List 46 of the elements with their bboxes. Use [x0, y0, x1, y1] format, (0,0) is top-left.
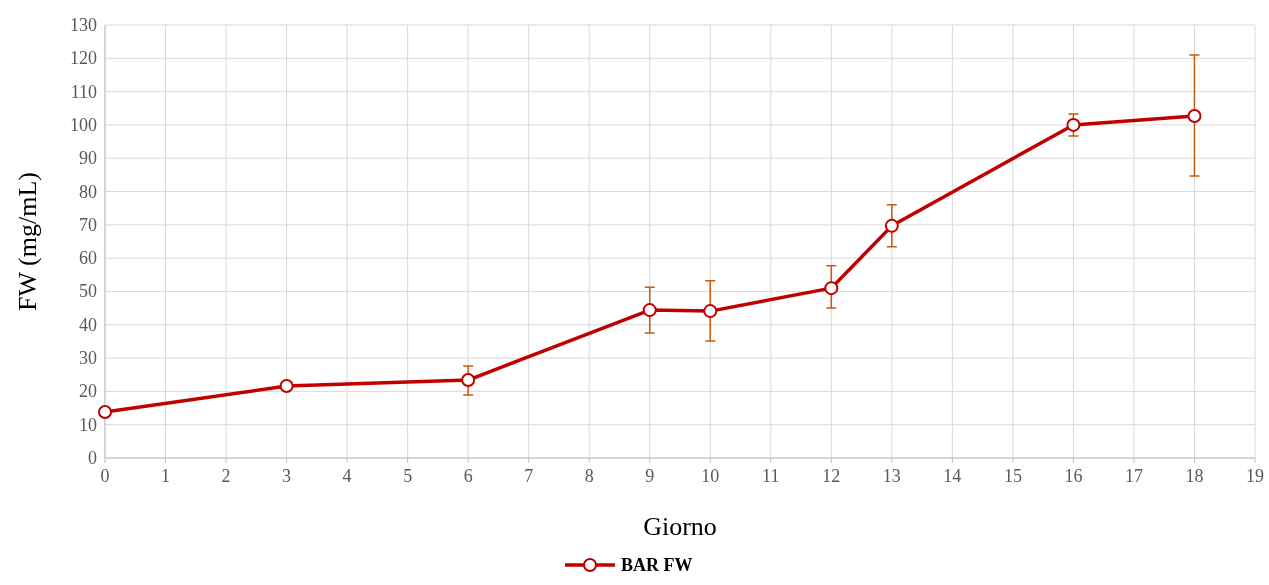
legend-label: BAR FW — [621, 555, 693, 575]
x-tick-label: 14 — [943, 466, 962, 486]
x-tick-label: 6 — [463, 466, 473, 486]
y-tick-label: 110 — [70, 81, 97, 102]
y-tick-label: 70 — [79, 214, 97, 235]
x-tick-label: 12 — [822, 466, 841, 486]
x-tick-label: 19 — [1246, 466, 1264, 486]
x-tick-label: 11 — [762, 466, 780, 486]
point — [461, 373, 476, 388]
point — [884, 218, 899, 233]
point — [824, 281, 839, 296]
y-tick-label: 30 — [79, 348, 97, 369]
y-tick-label: 20 — [79, 381, 97, 402]
y-tick-label: 50 — [79, 281, 97, 302]
point — [1187, 108, 1202, 123]
point — [98, 405, 112, 420]
y-tick-label: 10 — [79, 414, 97, 435]
x-tick-label: 7 — [524, 466, 534, 486]
y-axis-title: FW (mg/mL) — [13, 172, 42, 311]
y-tick-label: 0 — [88, 448, 97, 468]
x-tick-label: 5 — [403, 466, 413, 486]
x-tick-label: 2 — [221, 466, 231, 486]
x-tick-label: 9 — [645, 466, 655, 486]
y-tick-label: 130 — [70, 15, 97, 35]
x-tick-label: 3 — [282, 466, 292, 486]
x-tick-label: 13 — [882, 466, 901, 486]
x-tick-label: 1 — [161, 466, 171, 486]
x-tick-label: 4 — [342, 466, 352, 486]
y-tick-label: 80 — [79, 181, 97, 202]
point — [642, 303, 657, 318]
x-tick-label: 0 — [100, 466, 110, 486]
x-tick-label: 17 — [1124, 466, 1143, 486]
point — [1066, 117, 1081, 132]
x-tick-label: 8 — [584, 466, 594, 486]
y-tick-label: 90 — [79, 148, 97, 169]
x-tick-label: 10 — [701, 466, 720, 486]
x-tick-label: 18 — [1185, 466, 1204, 486]
y-tick-label: 120 — [70, 48, 97, 69]
x-tick-label: 15 — [1003, 466, 1022, 486]
y-tick-label: 100 — [70, 114, 97, 135]
point — [703, 304, 718, 319]
y-tick-label: 60 — [79, 248, 97, 269]
y-tick-label: 40 — [79, 314, 97, 335]
x-tick-label: 16 — [1064, 466, 1083, 486]
point — [279, 379, 294, 394]
x-axis-title: Giorno — [643, 512, 717, 541]
